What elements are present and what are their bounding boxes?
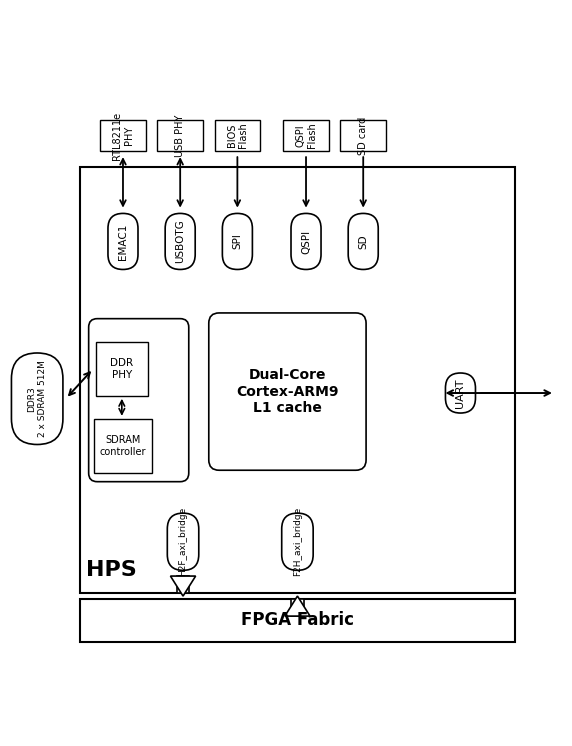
Text: QSPI: QSPI — [301, 229, 311, 254]
Text: H2F_axi_bridge: H2F_axi_bridge — [178, 507, 188, 577]
Text: SPI: SPI — [232, 233, 243, 249]
FancyBboxPatch shape — [167, 513, 199, 571]
Bar — [157, 120, 203, 151]
FancyBboxPatch shape — [223, 213, 252, 269]
Text: DDR3
2 x SDRAM 512M: DDR3 2 x SDRAM 512M — [27, 360, 47, 437]
Text: FPGA Fabric: FPGA Fabric — [241, 612, 354, 630]
Bar — [80, 167, 515, 593]
FancyBboxPatch shape — [165, 213, 195, 269]
Bar — [80, 599, 515, 642]
Bar — [214, 120, 260, 151]
FancyBboxPatch shape — [89, 319, 189, 482]
FancyBboxPatch shape — [291, 213, 321, 269]
Text: USB PHY: USB PHY — [175, 114, 185, 157]
Bar — [291, 599, 304, 616]
FancyBboxPatch shape — [446, 373, 475, 413]
Text: BIOS
Flash: BIOS Flash — [227, 123, 248, 148]
Text: USBOTG: USBOTG — [175, 219, 185, 263]
FancyBboxPatch shape — [209, 313, 366, 470]
Bar — [177, 576, 189, 593]
Bar — [94, 419, 152, 473]
Text: EMAC1: EMAC1 — [118, 223, 128, 260]
Text: QSPI
Flash: QSPI Flash — [295, 123, 317, 148]
Text: SDRAM
controller: SDRAM controller — [100, 435, 146, 457]
Bar — [96, 342, 148, 396]
Text: SD: SD — [358, 234, 368, 248]
Bar — [340, 120, 386, 151]
Polygon shape — [285, 596, 310, 616]
Bar — [283, 120, 329, 151]
FancyBboxPatch shape — [281, 513, 313, 571]
Text: DDR
PHY: DDR PHY — [110, 358, 133, 380]
Bar — [100, 120, 146, 151]
Text: Dual-Core
Cortex-ARM9
L1 cache: Dual-Core Cortex-ARM9 L1 cache — [236, 369, 339, 415]
Text: SD card: SD card — [358, 116, 368, 154]
Text: F2H_axi_bridge: F2H_axi_bridge — [293, 507, 302, 577]
Text: HPS: HPS — [86, 560, 137, 580]
Text: RTL8211e
PHY: RTL8211e PHY — [112, 112, 134, 160]
Polygon shape — [170, 576, 196, 596]
Text: UART: UART — [455, 378, 466, 408]
FancyBboxPatch shape — [11, 353, 63, 445]
FancyBboxPatch shape — [348, 213, 378, 269]
FancyBboxPatch shape — [108, 213, 138, 269]
